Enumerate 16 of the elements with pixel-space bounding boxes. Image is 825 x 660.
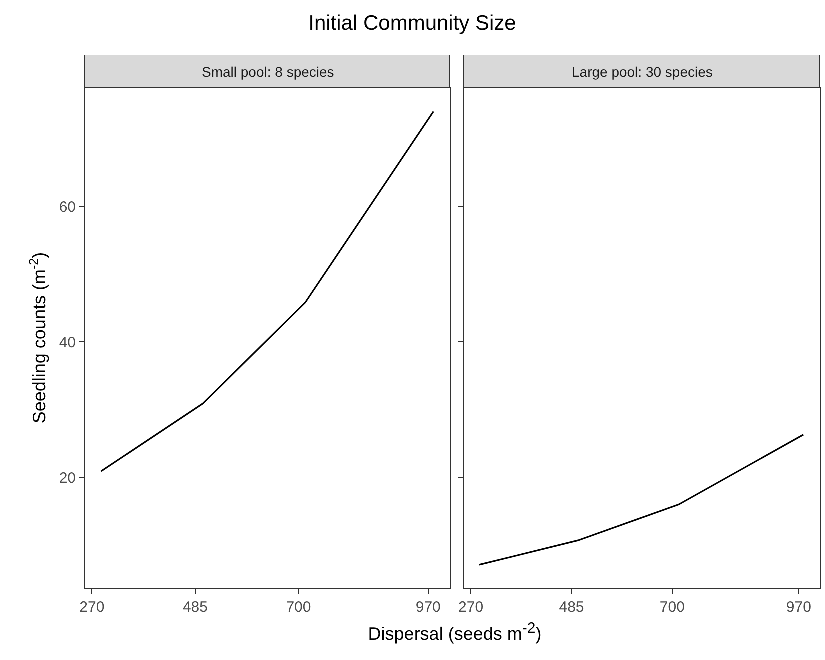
y-tick-label: 40 [59,334,76,352]
line-series [100,110,434,472]
y-tick-label: 20 [59,470,76,487]
x-axis-title: Dispersal (seeds m$^{-2}$) [367,620,543,645]
x-tick-label: 270 [458,599,484,616]
x-tick-label: 700 [660,599,685,616]
x-tick-label: 485 [559,599,584,616]
x-tick-label: 700 [286,599,312,616]
chart-title: Large pool: 30 species [572,64,713,80]
x-tick-label: 970 [786,599,812,616]
x-tick-label: 485 [182,599,208,616]
x-tick-label: 970 [416,599,441,616]
y-tick-label: 60 [59,198,76,216]
chart-title: Small pool: 8 species [202,64,334,80]
x-tick-label: 270 [80,599,105,616]
text: Initial Community Size [308,12,518,36]
